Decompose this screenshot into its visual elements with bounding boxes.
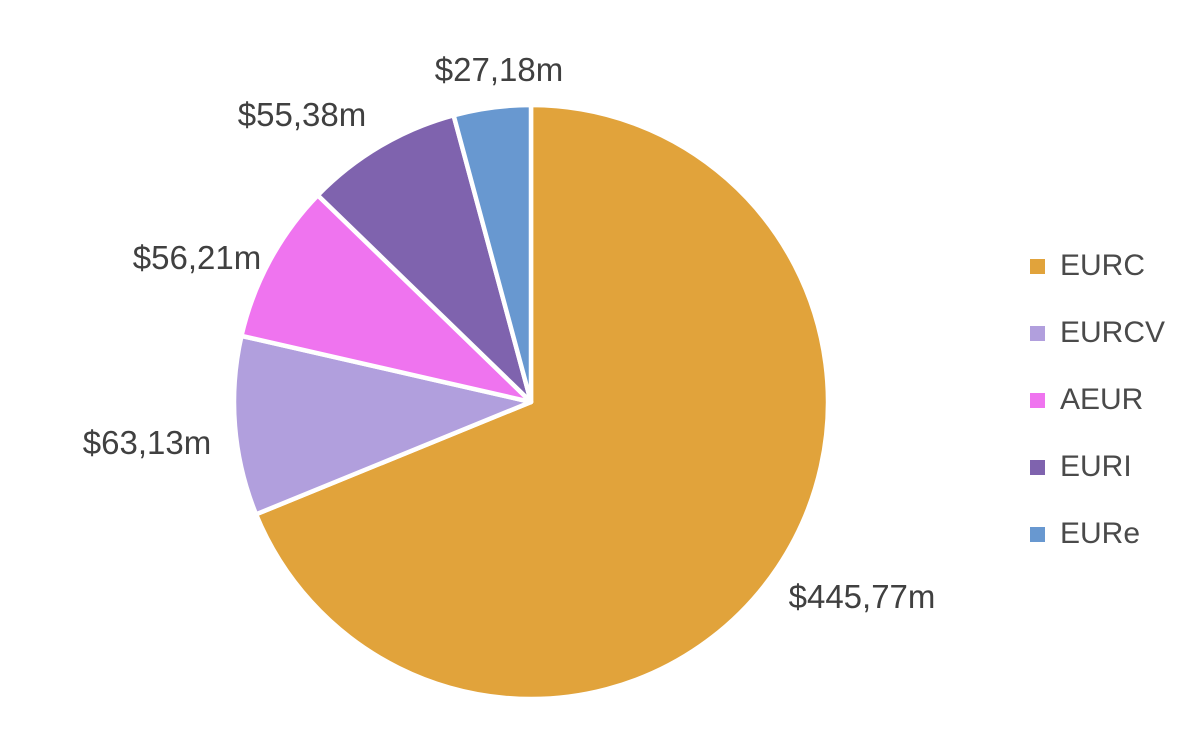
legend-item-EURC: EURC (1030, 249, 1165, 282)
pie-slice-AEUR (239, 193, 534, 405)
legend-item-AEUR: AEUR (1030, 383, 1165, 416)
pie-slice-EURI (315, 113, 534, 405)
chart-legend: EURC EURCV AEUR EURI EURe (1030, 249, 1166, 586)
pie-slice-EURCV (231, 333, 534, 517)
legend-swatch-icon (1030, 325, 1045, 341)
pie-slice-EURe (451, 102, 534, 405)
legend-label-EURC: EURC (1060, 249, 1146, 282)
legend-swatch-icon (1030, 258, 1045, 274)
legend-swatch-icon (1030, 526, 1045, 542)
legend-swatch-icon (1030, 392, 1045, 408)
pie-slice-EURC (253, 102, 831, 702)
legend-label-EURI: EURI (1060, 450, 1132, 483)
legend-label-AEUR: AEUR (1060, 383, 1144, 416)
legend-item-EURCV: EURCV (1030, 316, 1166, 349)
legend-item-EURI: EURI (1030, 450, 1165, 483)
legend-item-EURe: EURe (1030, 517, 1165, 550)
legend-label-EURCV: EURCV (1060, 316, 1166, 349)
legend-label-EURe: EURe (1060, 517, 1141, 550)
legend-swatch-icon (1030, 459, 1045, 475)
